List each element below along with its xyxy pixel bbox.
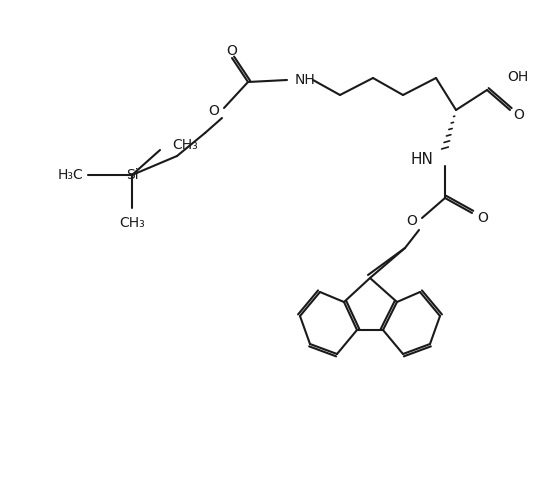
Text: OH: OH	[507, 70, 528, 84]
Text: H₃C: H₃C	[57, 168, 83, 182]
Text: O: O	[208, 104, 219, 118]
Text: CH₃: CH₃	[119, 216, 145, 230]
Text: Si: Si	[126, 168, 138, 182]
Text: CH₃: CH₃	[172, 138, 198, 152]
Text: NH: NH	[295, 73, 316, 87]
Text: HN: HN	[410, 153, 433, 168]
Text: O: O	[477, 211, 488, 225]
Text: O: O	[227, 44, 238, 58]
Text: O: O	[513, 108, 524, 122]
Text: O: O	[406, 214, 417, 228]
